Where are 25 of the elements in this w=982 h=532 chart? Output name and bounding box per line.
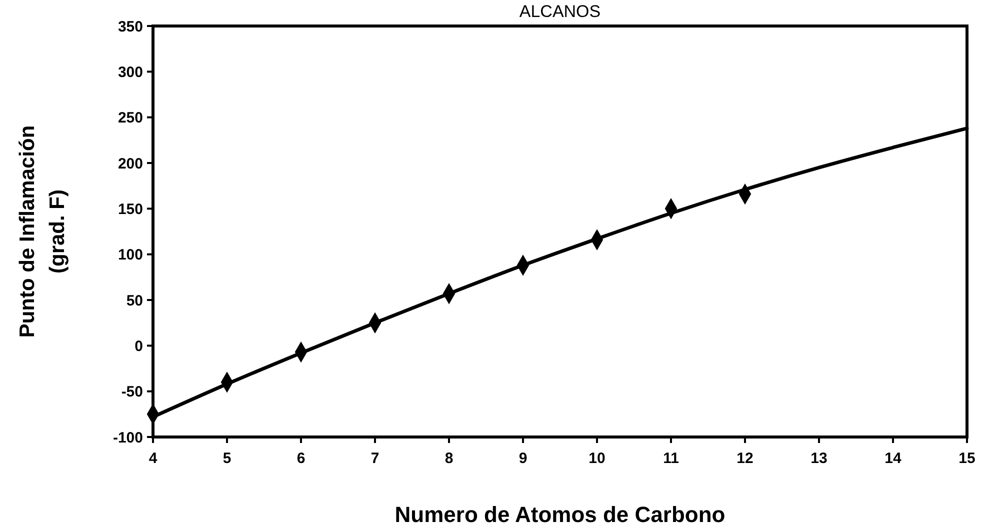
y-tick-label: 250 xyxy=(118,110,143,127)
y-tick-label: 150 xyxy=(118,200,143,218)
chart-title: ALCANOS xyxy=(519,2,601,21)
x-tick-label: 8 xyxy=(444,450,454,467)
x-tick-label: 4 xyxy=(148,450,158,467)
y-tick-label: 0 xyxy=(134,338,143,355)
y-tick-label: 300 xyxy=(118,64,143,81)
x-tick-label: 15 xyxy=(958,450,976,467)
x-tick-label: 14 xyxy=(884,450,902,467)
x-tick-label: 12 xyxy=(736,450,754,467)
x-tick-label: 13 xyxy=(810,450,828,467)
y-tick-label: 350 xyxy=(118,18,143,36)
x-tick-label: 6 xyxy=(296,450,306,467)
x-axis-title: Numero de Atomos de Carbono xyxy=(394,502,726,527)
y-tick-label: -50 xyxy=(121,384,143,401)
x-tick-label: 10 xyxy=(588,450,606,467)
x-tick-label: 5 xyxy=(222,450,232,467)
y-tick-label: 50 xyxy=(126,292,143,310)
y-tick-label: -100 xyxy=(112,429,143,446)
x-tick-label: 11 xyxy=(663,450,679,467)
x-tick-label: 7 xyxy=(370,450,380,467)
x-tick-label: 9 xyxy=(518,450,528,467)
y-axis-title: Punto de Inflamación (grad. F) xyxy=(16,125,69,338)
y-tick-label: 100 xyxy=(118,246,143,264)
y-tick-label: 200 xyxy=(118,155,143,172)
